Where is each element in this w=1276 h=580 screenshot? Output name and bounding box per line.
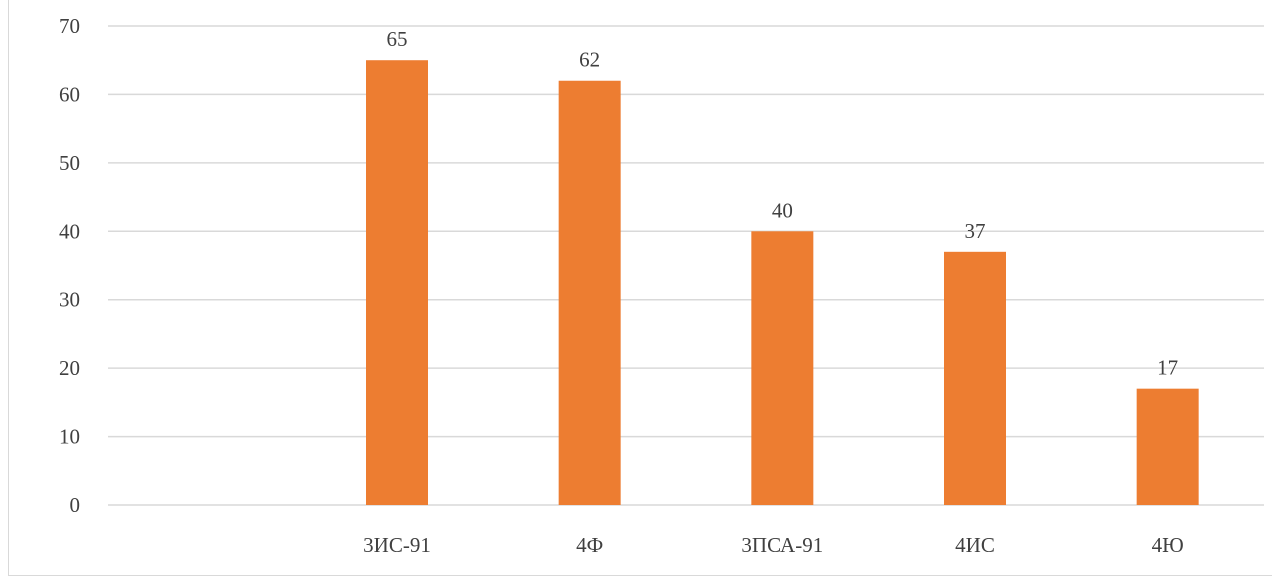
data-label-4: 37 [965,219,986,243]
y-tick-label-0: 0 [70,493,81,517]
y-tick-label-60: 60 [59,82,80,106]
y-tick-label-50: 50 [59,151,80,175]
category-label-1: 3ИС-91 [363,533,431,557]
y-tick-label-20: 20 [59,356,80,380]
category-label-5: 4Ю [1152,533,1184,557]
data-labels: 65 62 40 37 17 [387,27,1179,379]
category-label-4: 4ИС [955,533,995,557]
data-label-3: 40 [772,198,793,222]
bar-3 [751,231,814,506]
y-tick-label-70: 70 [59,14,80,38]
bars [366,60,1199,506]
gridlines [108,25,1264,506]
data-label-1: 65 [387,27,408,51]
bar-1 [366,60,428,505]
data-label-2: 62 [579,48,600,72]
y-axis-ticks: 0 10 20 30 40 50 60 70 [59,14,80,517]
y-tick-label-30: 30 [59,288,80,312]
data-label-5: 17 [1157,356,1178,380]
y-tick-label-40: 40 [59,219,80,243]
bar-4 [944,251,1006,505]
category-label-2: 4Ф [576,533,603,557]
category-label-3: 3ПСА-91 [741,533,823,557]
bar-5 [1136,388,1199,505]
chart-frame [8,0,1272,576]
y-tick-label-10: 10 [59,425,80,449]
x-axis-categories: 3ИС-91 4Ф 3ПСА-91 4ИС 4Ю [363,533,1184,557]
bar-2 [558,80,621,505]
